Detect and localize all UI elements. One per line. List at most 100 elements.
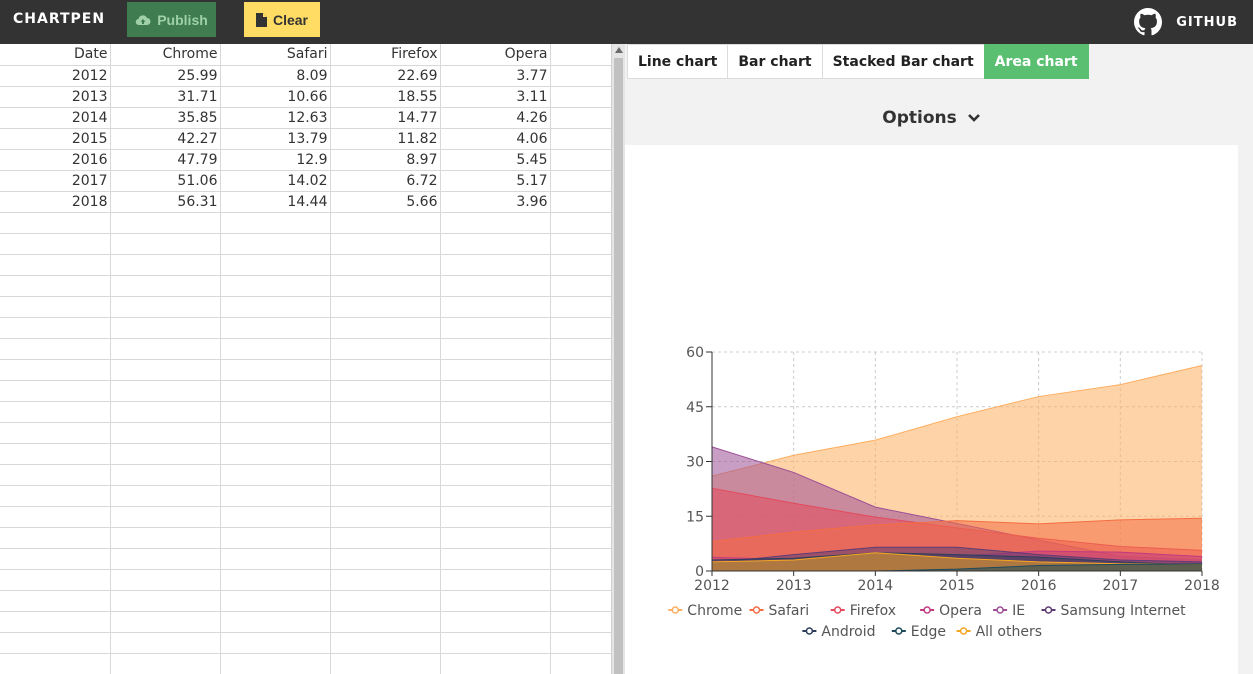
- table-cell[interactable]: [0, 296, 111, 318]
- table-cell[interactable]: [440, 590, 551, 612]
- table-cell[interactable]: [550, 170, 611, 192]
- tab-area-chart[interactable]: Area chart: [983, 44, 1089, 79]
- table-cell[interactable]: [110, 443, 221, 465]
- table-cell[interactable]: 5.45: [440, 149, 551, 171]
- clear-button[interactable]: Clear: [244, 2, 320, 37]
- table-cell[interactable]: [110, 527, 221, 549]
- table-cell[interactable]: [550, 443, 611, 465]
- table-cell[interactable]: [330, 443, 441, 465]
- table-cell[interactable]: [0, 359, 111, 381]
- table-cell[interactable]: [0, 653, 111, 674]
- table-cell[interactable]: [440, 506, 551, 528]
- table-cell[interactable]: [330, 590, 441, 612]
- table-cell[interactable]: [0, 338, 111, 360]
- table-cell[interactable]: [440, 422, 551, 444]
- table-cell[interactable]: [550, 149, 611, 171]
- table-cell[interactable]: [550, 275, 611, 297]
- table-cell[interactable]: [220, 611, 331, 633]
- table-cell[interactable]: [0, 464, 111, 486]
- table-cell[interactable]: 10.66: [220, 86, 331, 108]
- table-cell[interactable]: [0, 233, 111, 255]
- table-cell[interactable]: [110, 464, 221, 486]
- table-cell[interactable]: 2012: [0, 65, 111, 87]
- table-cell[interactable]: [110, 590, 221, 612]
- column-header-cell[interactable]: Opera: [440, 44, 551, 66]
- table-cell[interactable]: 14.77: [330, 107, 441, 129]
- table-cell[interactable]: 3.96: [440, 191, 551, 213]
- table-cell[interactable]: [110, 275, 221, 297]
- brand-logo[interactable]: CHARTPEN: [13, 11, 106, 27]
- table-cell[interactable]: [550, 548, 611, 570]
- table-cell[interactable]: 11.82: [330, 128, 441, 150]
- table-cell[interactable]: [0, 485, 111, 507]
- table-cell[interactable]: [0, 632, 111, 654]
- scroll-up-icon[interactable]: [615, 47, 623, 53]
- table-cell[interactable]: 51.06: [110, 170, 221, 192]
- table-cell[interactable]: [330, 611, 441, 633]
- table-cell[interactable]: [550, 107, 611, 129]
- table-cell[interactable]: 2015: [0, 128, 111, 150]
- sheet-scrollbar[interactable]: [611, 44, 625, 674]
- table-cell[interactable]: [440, 401, 551, 423]
- table-cell[interactable]: [550, 233, 611, 255]
- table-cell[interactable]: [220, 569, 331, 591]
- table-cell[interactable]: [220, 506, 331, 528]
- table-cell[interactable]: 14.02: [220, 170, 331, 192]
- table-cell[interactable]: [220, 275, 331, 297]
- table-cell[interactable]: 18.55: [330, 86, 441, 108]
- publish-button[interactable]: Publish: [127, 2, 216, 37]
- table-cell[interactable]: [0, 380, 111, 402]
- legend-item[interactable]: Samsung Internet: [1041, 603, 1187, 619]
- github-link[interactable]: GITHUB: [1134, 8, 1238, 36]
- table-cell[interactable]: [330, 275, 441, 297]
- table-cell[interactable]: [550, 464, 611, 486]
- table-cell[interactable]: [0, 275, 111, 297]
- table-cell[interactable]: [440, 380, 551, 402]
- table-cell[interactable]: [550, 65, 611, 87]
- table-cell[interactable]: [110, 632, 221, 654]
- table-cell[interactable]: [550, 485, 611, 507]
- table-cell[interactable]: [110, 254, 221, 276]
- table-cell[interactable]: [220, 296, 331, 318]
- table-cell[interactable]: [110, 380, 221, 402]
- table-cell[interactable]: [550, 611, 611, 633]
- table-cell[interactable]: [330, 548, 441, 570]
- table-cell[interactable]: [550, 359, 611, 381]
- table-cell[interactable]: [440, 464, 551, 486]
- table-cell[interactable]: [550, 317, 611, 339]
- table-cell[interactable]: [110, 506, 221, 528]
- legend-item[interactable]: All others: [956, 624, 1042, 640]
- table-cell[interactable]: [110, 569, 221, 591]
- table-cell[interactable]: [550, 338, 611, 360]
- legend-item[interactable]: Chrome: [668, 603, 742, 619]
- column-header-cell[interactable]: [550, 44, 611, 66]
- legend-item[interactable]: Firefox: [830, 603, 896, 619]
- table-cell[interactable]: [0, 254, 111, 276]
- table-cell[interactable]: [550, 422, 611, 444]
- table-cell[interactable]: [330, 632, 441, 654]
- table-cell[interactable]: 5.17: [440, 170, 551, 192]
- table-cell[interactable]: [330, 254, 441, 276]
- table-cell[interactable]: 14.44: [220, 191, 331, 213]
- scroll-thumb[interactable]: [614, 58, 623, 674]
- table-cell[interactable]: [110, 653, 221, 674]
- table-cell[interactable]: [330, 653, 441, 674]
- table-cell[interactable]: [0, 548, 111, 570]
- tab-line-chart[interactable]: Line chart: [627, 44, 728, 79]
- table-cell[interactable]: [220, 254, 331, 276]
- table-cell[interactable]: [440, 338, 551, 360]
- table-cell[interactable]: [110, 422, 221, 444]
- table-cell[interactable]: [440, 275, 551, 297]
- table-cell[interactable]: [550, 128, 611, 150]
- table-cell[interactable]: [440, 527, 551, 549]
- table-cell[interactable]: [0, 422, 111, 444]
- table-cell[interactable]: [110, 401, 221, 423]
- tab-stacked-bar-chart[interactable]: Stacked Bar chart: [821, 44, 984, 79]
- table-cell[interactable]: [0, 590, 111, 612]
- table-cell[interactable]: 2013: [0, 86, 111, 108]
- table-cell[interactable]: [550, 254, 611, 276]
- table-cell[interactable]: [330, 569, 441, 591]
- table-cell[interactable]: [440, 548, 551, 570]
- table-cell[interactable]: [110, 338, 221, 360]
- table-cell[interactable]: [110, 359, 221, 381]
